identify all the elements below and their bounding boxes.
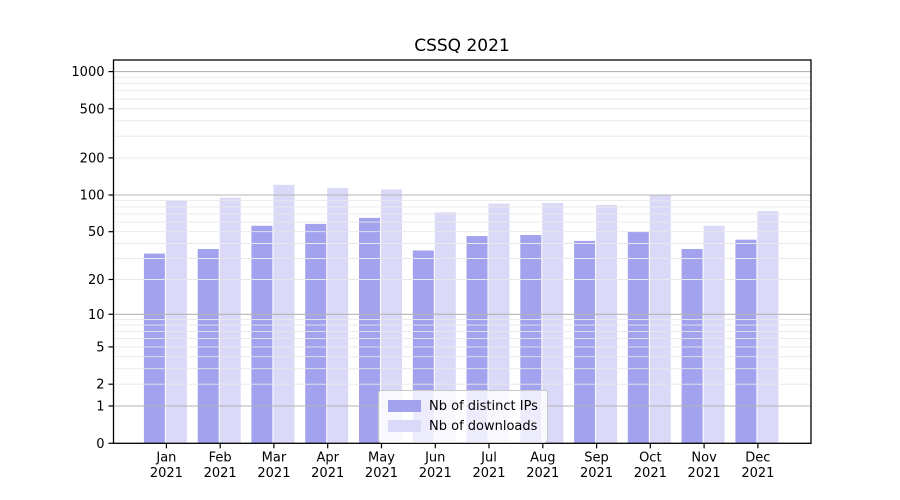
legend-label-distinct-ips: Nb of distinct IPs (429, 398, 538, 414)
bar-distinct-ips-apr (305, 223, 327, 444)
y-tick-label-10: 10 (88, 308, 105, 323)
x-tick-year-oct: 2021 (634, 466, 667, 481)
bar-distinct-ips-oct (627, 231, 649, 444)
bar-distinct-ips-nov (681, 249, 703, 444)
x-tick-label-dec: Dec (745, 451, 770, 466)
x-tick-year-mar: 2021 (257, 466, 290, 481)
bar-downloads-apr (327, 188, 349, 444)
x-tick-label-apr: Apr (316, 451, 339, 466)
y-tick-label-1000: 1000 (71, 65, 104, 80)
bar-downloads-dec (757, 211, 779, 444)
x-tick-label-mar: Mar (262, 451, 287, 466)
y-tick-label-1: 1 (96, 400, 104, 415)
x-tick-year-sep: 2021 (580, 466, 613, 481)
bar-downloads-jan (165, 200, 187, 444)
y-tick-label-20: 20 (88, 273, 105, 288)
legend-item-downloads: Nb of downloads (388, 416, 538, 436)
y-tick-label-50: 50 (88, 225, 105, 240)
x-tick-label-jan: Jan (155, 451, 176, 466)
legend-swatch-downloads (388, 419, 421, 433)
legend-item-distinct-ips: Nb of distinct IPs (388, 396, 538, 416)
x-tick-label-aug: Aug (530, 451, 555, 466)
bar-distinct-ips-sep (574, 240, 596, 444)
bar-distinct-ips-mar (251, 225, 273, 444)
x-tick-label-feb: Feb (209, 451, 232, 466)
x-tick-year-feb: 2021 (204, 466, 237, 481)
x-tick-year-jun: 2021 (419, 466, 452, 481)
bar-downloads-aug (542, 203, 564, 444)
chart-title: CSSQ 2021 (414, 36, 510, 56)
x-tick-year-jul: 2021 (472, 466, 505, 481)
x-tick-year-may: 2021 (365, 466, 398, 481)
bar-distinct-ips-jan (143, 253, 165, 444)
legend-label-downloads: Nb of downloads (429, 418, 538, 434)
bar-downloads-jul (488, 203, 510, 444)
y-tick-label-100: 100 (80, 188, 105, 203)
bar-distinct-ips-may (359, 217, 380, 444)
x-tick-label-oct: Oct (639, 451, 661, 466)
y-tick-label-0: 0 (96, 437, 104, 452)
bar-downloads-sep (596, 204, 618, 444)
plot-border (112, 59, 812, 444)
x-tick-label-nov: Nov (691, 451, 717, 466)
x-tick-label-jun: Jun (424, 451, 445, 466)
bar-distinct-ips-feb (197, 249, 219, 444)
x-tick-year-aug: 2021 (526, 466, 559, 481)
x-tick-year-dec: 2021 (741, 466, 774, 481)
bar-downloads-jun (434, 212, 456, 444)
x-tick-year-apr: 2021 (311, 466, 344, 481)
x-tick-year-jan: 2021 (150, 466, 183, 481)
y-tick-label-200: 200 (80, 151, 105, 166)
y-tick-label-500: 500 (80, 102, 105, 117)
bar-downloads-may (381, 189, 402, 444)
legend: Nb of distinct IPs Nb of downloads (378, 390, 548, 443)
x-tick-year-nov: 2021 (688, 466, 721, 481)
x-tick-label-sep: Sep (584, 451, 609, 466)
y-tick-label-5: 5 (96, 340, 104, 355)
bar-downloads-feb (219, 197, 241, 444)
bar-distinct-ips-dec (735, 239, 757, 444)
x-tick-label-jul: Jul (480, 451, 497, 466)
bar-downloads-nov (703, 225, 725, 444)
x-tick-label-may: May (368, 451, 395, 466)
y-tick-label-2: 2 (96, 378, 104, 393)
legend-swatch-distinct-ips (388, 399, 421, 413)
